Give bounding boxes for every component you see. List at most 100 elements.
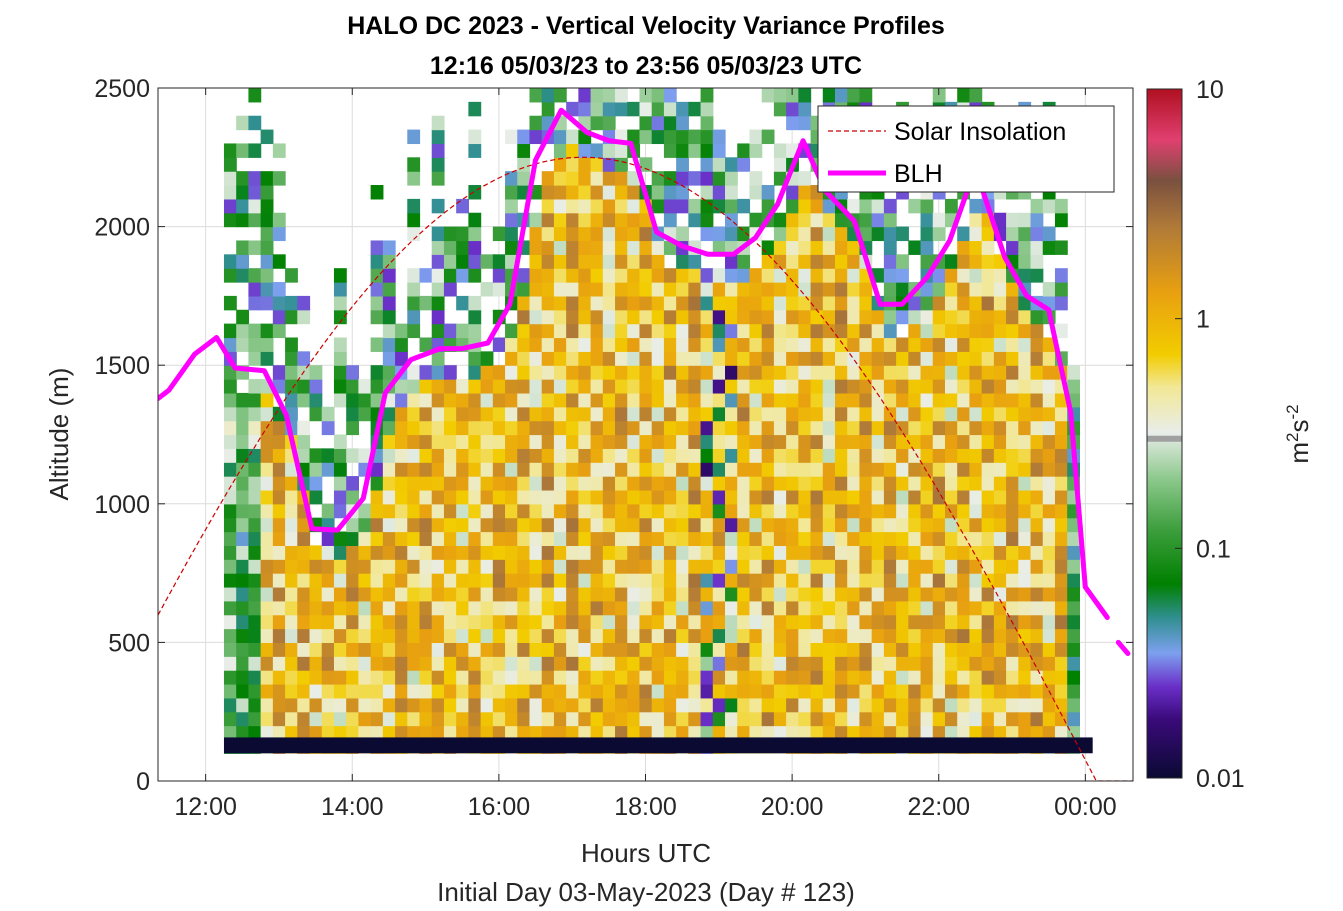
heatmap-cell: [786, 254, 799, 269]
heatmap-cell: [920, 711, 934, 727]
heatmap-cell: [1042, 656, 1056, 671]
heatmap-cell: [786, 115, 799, 131]
heatmap-cell: [725, 351, 738, 366]
heatmap-cell: [333, 711, 347, 727]
heatmap-cell: [737, 309, 751, 325]
heatmap-cell: [957, 545, 971, 560]
heatmap-cell: [236, 171, 250, 186]
heatmap-cell: [285, 337, 298, 352]
heatmap-cell: [712, 129, 726, 145]
heatmap-cell: [468, 600, 482, 616]
heatmap-cell: [431, 628, 445, 643]
heatmap-cell: [505, 171, 518, 186]
heatmap-cell: [260, 337, 274, 352]
heatmap-cell: [492, 434, 506, 449]
heatmap-cell: [309, 683, 323, 699]
heatmap-cell: [407, 226, 421, 242]
heatmap-cell: [932, 226, 946, 242]
heatmap-cell: [578, 226, 592, 242]
heatmap-cell: [431, 254, 445, 269]
heatmap-cell: [676, 545, 689, 560]
heatmap-cell: [358, 448, 372, 463]
heatmap-cell: [871, 212, 885, 228]
heatmap-cell: [443, 642, 457, 657]
heatmap-cell: [847, 697, 861, 713]
heatmap-cell: [1054, 295, 1068, 311]
heatmap-cell: [602, 309, 616, 325]
heatmap-cell: [981, 309, 995, 325]
heatmap-cell: [651, 337, 665, 352]
heatmap-cell: [688, 198, 702, 214]
heatmap-cell: [309, 365, 323, 380]
heatmap-cell: [761, 476, 775, 491]
heatmap-cell: [260, 351, 274, 366]
heatmap-cell: [651, 420, 665, 436]
heatmap-cell: [639, 711, 653, 727]
heatmap-cell: [639, 365, 653, 380]
heatmap-cell: [786, 503, 799, 519]
heatmap-cell: [786, 323, 799, 339]
heatmap-cell: [688, 462, 702, 477]
heatmap-cell: [969, 489, 983, 505]
heatmap-cell: [749, 185, 763, 200]
heatmap-cell: [272, 600, 286, 616]
heatmap-cell: [529, 517, 543, 533]
heatmap-cell: [492, 226, 506, 242]
heatmap-cell: [615, 489, 628, 505]
chart-title-line2: 12:16 05/03/23 to 23:56 05/03/23 UTC: [430, 52, 862, 80]
heatmap-cell: [969, 420, 983, 436]
heatmap-cell: [957, 295, 971, 311]
heatmap-cell: [981, 545, 995, 560]
heatmap-cell: [663, 365, 677, 380]
heatmap-cell: [810, 392, 824, 408]
heatmap-cell: [553, 573, 567, 588]
heatmap-cell: [957, 517, 971, 533]
heatmap-cell: [786, 711, 799, 727]
heatmap-cell: [566, 489, 579, 505]
heatmap-cell: [602, 295, 616, 311]
heatmap-cell: [248, 545, 262, 560]
heatmap-cell: [223, 531, 237, 546]
heatmap-cell: [443, 697, 457, 713]
heatmap-cell: [1067, 670, 1081, 685]
heatmap-cell: [798, 420, 812, 436]
heatmap-cell: [248, 351, 262, 366]
heatmap-cell: [456, 545, 469, 560]
y-tick-label: 2500: [94, 75, 150, 103]
heatmap-cell: [602, 365, 616, 380]
x-tick-label: 00:00: [1054, 793, 1117, 821]
heatmap-cell: [969, 462, 983, 477]
heatmap-cell: [443, 586, 457, 602]
heatmap-cell: [822, 545, 836, 560]
heatmap-cell: [492, 545, 506, 560]
heatmap-cell: [944, 531, 958, 546]
heatmap-cell: [676, 157, 689, 172]
heatmap-cell: [346, 379, 360, 394]
heatmap-cell: [786, 185, 799, 200]
heatmap-cell: [810, 365, 824, 380]
heatmap-cell: [700, 503, 714, 519]
heatmap-cell: [871, 337, 885, 352]
heatmap-cell: [859, 559, 873, 574]
heatmap-cell: [822, 392, 836, 408]
heatmap-cell: [517, 600, 531, 616]
heatmap-cell: [541, 573, 555, 588]
heatmap-cell: [810, 295, 824, 311]
heatmap-cell: [333, 295, 347, 311]
heatmap-cell: [871, 434, 885, 449]
heatmap-cell: [541, 420, 555, 436]
heatmap-cell: [248, 628, 262, 643]
heatmap-cell: [932, 365, 946, 380]
heatmap-cell: [431, 670, 445, 685]
heatmap-cell: [321, 628, 335, 643]
heatmap-cell: [443, 531, 457, 546]
heatmap-cell: [773, 365, 787, 380]
heatmap-cell: [822, 420, 836, 436]
y-tick-label: 1500: [94, 352, 150, 380]
heatmap-cell: [908, 503, 922, 519]
heatmap-cell: [1006, 628, 1019, 643]
heatmap-cell: [468, 725, 482, 741]
heatmap-cell: [260, 240, 274, 255]
heatmap-cell: [688, 503, 702, 519]
heatmap-cell: [700, 88, 714, 103]
